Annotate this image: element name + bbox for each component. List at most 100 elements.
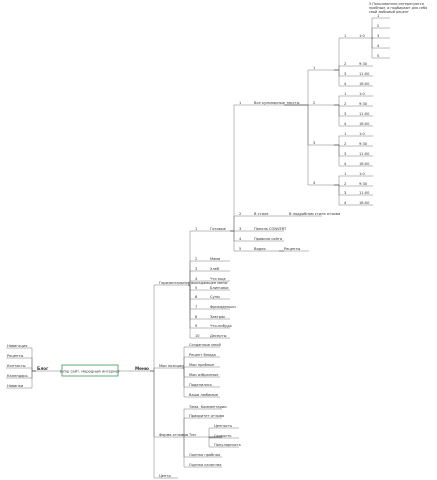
node-number: 6 [195,295,198,299]
node-number: 1 [239,101,241,105]
node-label: Созданные мной [189,343,221,347]
connector [182,367,188,398]
node-label: 3 [313,141,315,145]
node-label: 11:00 [359,112,370,116]
node-number: 3 [344,72,346,76]
connector [334,37,343,71]
node-label: Хлеб [210,267,220,271]
connector [334,144,343,167]
node-label: 18:00 [359,201,370,205]
node-label: Горизонтальное выпадающее меню [159,281,228,285]
node-label: Скорость [214,434,232,438]
node-number: 8 [195,315,198,319]
node-number: 4 [195,277,198,281]
connector [334,135,343,146]
node-label: 9:30 [359,182,368,186]
node-label: Тема. Комментарии [188,405,227,409]
connector [188,284,194,291]
connector [182,367,188,388]
node-label: Рецепт блюда [189,353,216,357]
node-label: Популярность [214,443,241,447]
node-label: 1 [313,66,315,70]
connector [28,367,36,372]
node-label: Мои избранные [189,373,219,377]
connector [371,37,376,59]
node-label: 4 [313,181,316,185]
node-number: 3 [344,152,346,156]
node-label: 11:00 [359,191,370,195]
node-number: 2 [195,257,197,261]
node-label: Готовые [210,227,227,231]
node-label: 3 [377,34,379,38]
node-label: 18:00 [359,122,370,126]
node-label: Правила сайта [254,237,282,241]
node-label: Мои позиции [159,364,184,368]
node-label: Ценность [214,424,232,428]
node-number: 4 [239,237,242,241]
node-label: Календарь [7,374,28,378]
node-label: Фрикадельки [210,305,236,309]
connector [188,284,194,329]
node-label: Видео [254,247,266,251]
connector [150,370,158,479]
connector [230,104,238,232]
node-label: Навигация [7,344,27,348]
node-label: Меню [135,366,149,371]
node-number: 2 [344,142,346,146]
node-number: 4 [344,82,347,86]
node-label: Мои пробные [189,363,215,367]
connector [334,69,343,77]
node-number: 1 [195,227,197,231]
connector [284,69,312,106]
node-number: 4 [344,162,347,166]
node-label: Завтрак [210,315,226,319]
node-label: Тип [188,433,197,437]
connector [208,436,222,448]
node-number: 4 [344,201,347,205]
connector [230,215,238,232]
connector [334,65,343,71]
node-label: Что-нибудь [210,324,232,328]
connector [188,284,194,310]
connector [334,104,343,127]
node-label: 4 [377,44,380,48]
node-number: 1 [344,34,346,38]
node-label: Форма отзывов [159,433,188,437]
node-number: 4 [344,122,347,126]
node-number: 1 [344,92,346,96]
connector [334,104,343,117]
node-label: 1:0 [359,34,365,38]
node-label: Поделились [189,383,212,387]
node-label: 1:0 [359,132,365,136]
node-number: 9 [195,324,198,328]
node-label: Рецепты [7,354,23,358]
connector [334,175,343,186]
connector [188,284,194,339]
note: 5 Пользователи интересуются пробным, и п… [369,2,428,14]
connector [334,184,343,206]
node-label: Приоритет отзыва [189,414,224,418]
node-label: Ваши любимые [189,393,219,397]
connector [183,437,188,468]
node-number: 3 [344,112,346,116]
node-label: 18:00 [359,162,370,166]
node-label: Оценка пробная [189,453,220,457]
connector [334,69,343,87]
node-label: 2 [313,101,315,105]
node-label: Новинки [7,384,24,388]
node-label: 9:30 [359,102,368,106]
node-label: 1 [377,14,379,18]
node-label: Что еще [210,277,226,281]
node-label: Рецепты [284,247,300,251]
node-label: В стиле [254,212,269,216]
connector [284,104,312,186]
node-number: 5 [195,286,197,290]
connector [188,284,194,300]
node-label: Панель CONVERT [254,227,287,231]
connector [28,370,36,389]
node-number: 1 [344,172,346,176]
node-label: 1:0 [359,92,365,96]
connector [230,230,238,252]
